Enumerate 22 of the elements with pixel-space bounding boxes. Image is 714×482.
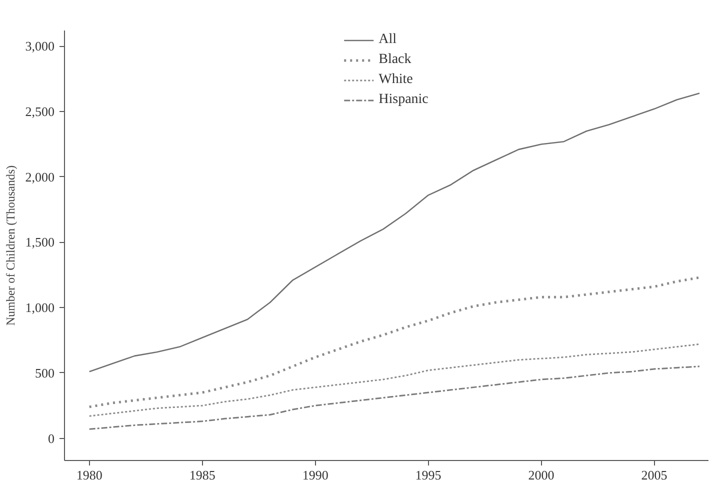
y-tick-label: 500	[35, 365, 54, 380]
y-axis-title: Number of Children (Thousands)	[3, 165, 18, 326]
x-tick-label: 1995	[415, 468, 442, 482]
y-tick-label: 3,000	[25, 38, 54, 54]
y-tick-label: 2,500	[25, 104, 54, 120]
line-series	[88, 92, 700, 372]
legend-label: All	[378, 32, 398, 48]
legend-label: Hispanic	[378, 92, 428, 108]
x-tick-label: 1980	[76, 468, 102, 482]
legend-label: Black	[378, 52, 412, 68]
x-tick-label: 2005	[641, 468, 668, 482]
x-tick-label: 1985	[189, 468, 216, 482]
line-series	[88, 276, 701, 408]
legend-label: White	[378, 72, 413, 88]
y-tick-label: 0	[48, 430, 54, 446]
x-tick-label: 1990	[302, 468, 328, 482]
line-series	[88, 366, 700, 430]
y-tick-label: 2,000	[25, 169, 54, 184]
x-tick-label: 2000	[528, 468, 554, 482]
y-tick-label: 1,000	[25, 300, 54, 316]
line-series	[88, 343, 700, 417]
y-tick-label: 1,500	[25, 234, 54, 250]
